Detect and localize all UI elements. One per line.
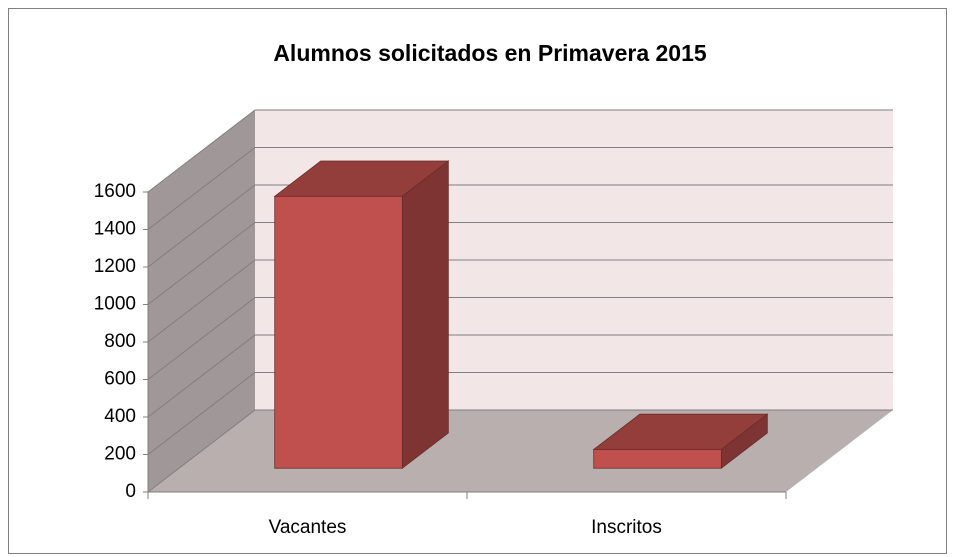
grid-line-side bbox=[147, 372, 256, 455]
grid-line-side bbox=[147, 409, 256, 493]
x-tick-label: Inscritos bbox=[591, 517, 662, 538]
bar bbox=[593, 449, 722, 469]
y-tick-label: 200 bbox=[104, 444, 136, 465]
y-tick-label: 600 bbox=[104, 369, 136, 390]
chart-title: Alumnos solicitados en Primavera 2015 bbox=[273, 40, 707, 66]
y-tick-label: 1200 bbox=[94, 256, 136, 277]
x-tick-label: Vacantes bbox=[269, 517, 347, 538]
y-tick-label: 0 bbox=[125, 481, 136, 502]
grid-line-side bbox=[147, 184, 256, 268]
bar bbox=[274, 195, 403, 469]
grid-line-side bbox=[147, 259, 256, 343]
y-tick-label: 1400 bbox=[94, 219, 136, 240]
grid-line-side bbox=[147, 297, 256, 380]
y-tick-label: 1000 bbox=[94, 294, 136, 315]
grid-line-side bbox=[147, 109, 256, 193]
grid-line-side bbox=[147, 147, 256, 230]
grid-line-side bbox=[147, 334, 256, 418]
bar-side bbox=[401, 160, 449, 470]
y-tick-label: 1600 bbox=[94, 181, 136, 202]
grid-line-side bbox=[147, 222, 256, 305]
floor bbox=[148, 410, 893, 492]
y-tick-label: 800 bbox=[104, 331, 136, 352]
y-tick-label: 400 bbox=[104, 406, 136, 427]
